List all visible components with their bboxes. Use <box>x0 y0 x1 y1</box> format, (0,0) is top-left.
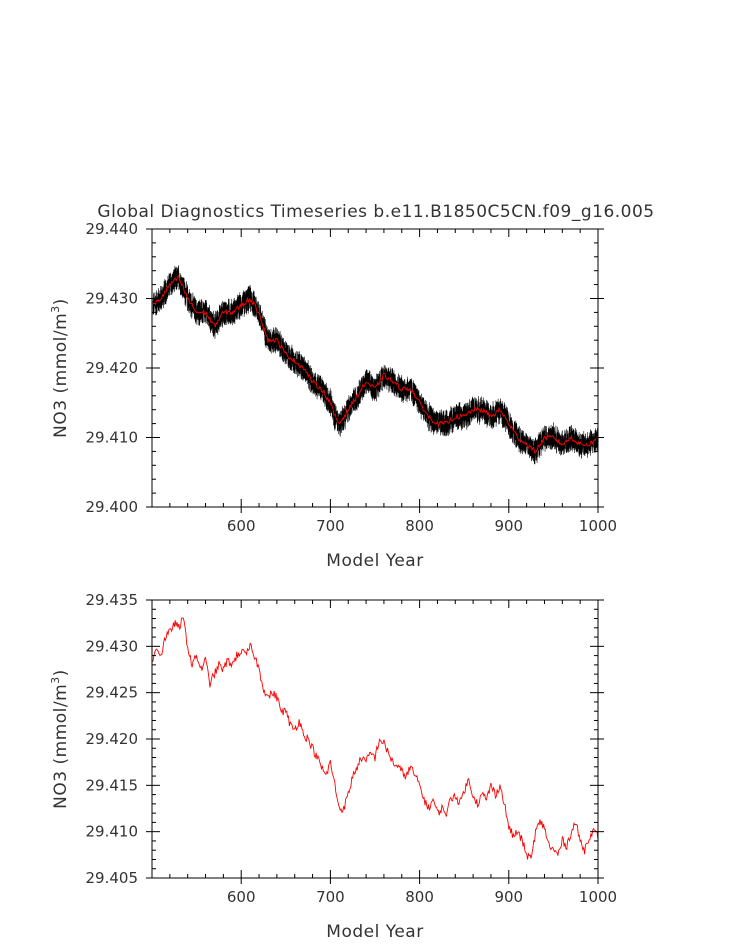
bottom-y-axis-label-main: NO3 (mmol/m <box>51 684 71 809</box>
top-y-tick-label: 29.420 <box>86 359 139 377</box>
top-monthly-series-line <box>152 265 599 465</box>
top-x-axis-label: Model Year <box>326 551 423 571</box>
top-panel: 600 700 800 900 1000 29.400 29.410 29.420 29.43… <box>49 220 617 571</box>
bottom-y-tick-label: 29.425 <box>86 684 139 702</box>
bottom-y-tick-labels: 29.405 29.410 29.415 29.420 29.425 29.430 29.4… <box>86 591 139 887</box>
bottom-y-tick-label: 29.410 <box>86 823 139 841</box>
top-x-tick-labels: 600 700 800 900 1000 <box>227 517 617 535</box>
top-x-tick-label: 800 <box>405 517 434 535</box>
top-plot-frame <box>151 228 599 508</box>
top-series-group <box>152 265 599 465</box>
bottom-y-axis-label: NO3 (mmol/m3) <box>49 669 71 809</box>
bottom-y-axis-label-end: ) <box>51 669 71 676</box>
bottom-y-tick-label: 29.430 <box>86 637 139 655</box>
top-y-axis-label-end: ) <box>51 298 71 305</box>
top-y-tick-labels: 29.400 29.410 29.420 29.430 29.440 <box>86 220 139 516</box>
bottom-y-axis-label-superscript: 3 <box>49 676 62 684</box>
bottom-y-tick-label: 29.415 <box>86 776 139 794</box>
bottom-x-axis-label: Model Year <box>326 922 423 942</box>
top-y-tick-label: 29.440 <box>86 220 139 238</box>
top-x-tick-label: 600 <box>227 517 256 535</box>
top-ticks <box>146 228 604 513</box>
bottom-annual-series-line <box>152 617 599 860</box>
top-x-tick-label: 1000 <box>579 517 617 535</box>
top-y-axis-label-superscript: 3 <box>49 305 62 313</box>
top-y-tick-label: 29.400 <box>86 498 139 516</box>
top-y-axis-label: NO3 (mmol/m3) <box>49 298 71 438</box>
bottom-panel: 600 700 800 900 1000 29.405 29.410 29.415 29.42… <box>49 591 617 942</box>
top-y-tick-label: 29.410 <box>86 429 139 447</box>
bottom-x-tick-label: 1000 <box>579 888 617 906</box>
bottom-x-tick-label: 800 <box>405 888 434 906</box>
bottom-y-tick-label: 29.420 <box>86 730 139 748</box>
bottom-x-tick-label: 900 <box>494 888 523 906</box>
bottom-x-tick-labels: 600 700 800 900 1000 <box>227 888 617 906</box>
top-annual-series-line <box>152 274 599 454</box>
bottom-plot-frame <box>151 599 599 879</box>
bottom-x-tick-label: 700 <box>316 888 345 906</box>
bottom-ticks <box>146 599 604 884</box>
top-x-tick-label: 700 <box>316 517 345 535</box>
bottom-y-tick-label: 29.405 <box>86 869 139 887</box>
top-y-axis-label-main: NO3 (mmol/m <box>51 313 71 438</box>
bottom-y-tick-label: 29.435 <box>86 591 139 609</box>
bottom-x-tick-label: 600 <box>227 888 256 906</box>
top-y-tick-label: 29.430 <box>86 290 139 308</box>
top-x-tick-label: 900 <box>494 517 523 535</box>
bottom-series-group <box>152 617 599 860</box>
chart-title: Global Diagnostics Timeseries b.e11.B185… <box>97 202 654 222</box>
